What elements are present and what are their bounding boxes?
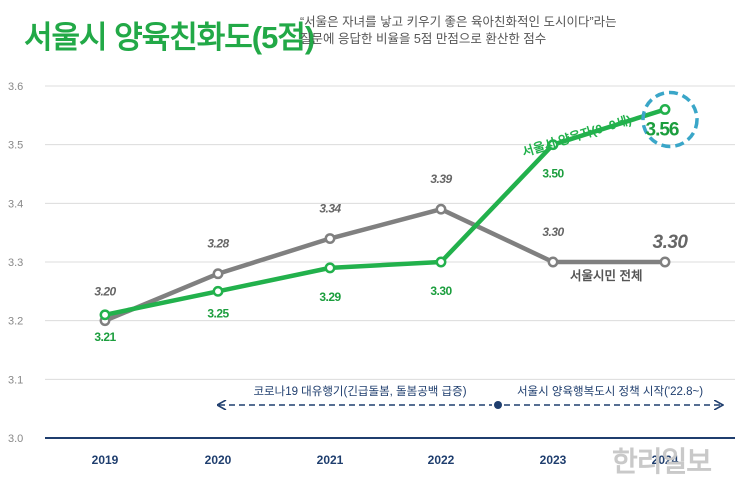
total-data-label: 3.30 xyxy=(653,232,689,253)
total-series-point xyxy=(547,256,559,268)
x-tick-label: 2023 xyxy=(540,453,567,467)
highlight-circle xyxy=(641,90,699,149)
parent-series-point xyxy=(324,262,336,274)
x-tick-label: 2019 xyxy=(92,453,119,467)
y-tick-label: 3.3 xyxy=(8,257,23,269)
x-tick-label: 2021 xyxy=(317,453,344,467)
parent-series-point xyxy=(435,256,447,268)
parent-data-label: 3.21 xyxy=(94,330,116,344)
chart-title: 서울시 양육친화도(5점) xyxy=(24,20,315,55)
chart-subtitle: “서울은 자녀를 낳고 키우기 좋은 육아친화적인 도시이다”라는 질문에 응답… xyxy=(300,14,617,48)
total-series-point xyxy=(659,256,671,268)
total-data-label: 3.39 xyxy=(430,172,452,186)
total-series-point xyxy=(212,268,224,280)
parent-series-line xyxy=(102,107,668,318)
parent-series-name: 서울시 양육자(0~9세) xyxy=(520,112,633,160)
total-data-label: 3.28 xyxy=(207,237,229,251)
total-data-label: 3.30 xyxy=(542,225,564,239)
total-series-name: 서울시민 전체 xyxy=(570,268,642,283)
x-tick-label: 2024 xyxy=(652,453,679,467)
policy-annotation: 서울시 양육행복도시 정책 시작('22.8~) xyxy=(517,384,703,398)
x-tick-label: 2022 xyxy=(428,453,455,467)
y-tick-label: 3.4 xyxy=(8,198,23,210)
subtitle-line-2: 질문에 응답한 비율을 5점 만점으로 환산한 점수 xyxy=(300,32,547,46)
parent-data-label: 3.29 xyxy=(319,290,341,304)
parent-data-label: 3.50 xyxy=(542,167,564,181)
total-data-label: 3.20 xyxy=(94,285,116,299)
period-divider-dot xyxy=(494,401,502,409)
y-tick-label: 3.6 xyxy=(8,81,23,93)
watermark-logo: 한리일보 xyxy=(612,446,712,477)
y-tick-label: 3.1 xyxy=(8,374,23,386)
y-tick-label: 3.5 xyxy=(8,140,23,152)
parent-data-label: 3.25 xyxy=(207,306,229,320)
x-tick-label: 2020 xyxy=(205,453,232,467)
covid-annotation: 코로나19 대유행기(긴급돌봄, 돌봄공백 급증) xyxy=(253,385,466,398)
y-tick-label: 3.2 xyxy=(8,316,23,328)
parent-series-point xyxy=(212,285,224,297)
parent-data-label: 3.56 xyxy=(646,119,679,140)
total-series-line xyxy=(102,206,668,323)
y-tick-label: 3.0 xyxy=(8,433,23,445)
parent-series-point xyxy=(99,309,111,321)
total-series-point xyxy=(435,203,447,215)
parent-data-label: 3.30 xyxy=(430,284,452,298)
parent-series-point xyxy=(547,139,559,151)
subtitle-line-1: “서울은 자녀를 낳고 키우기 좋은 육아친화적인 도시이다”라는 xyxy=(300,15,617,29)
parent-series-point xyxy=(659,104,671,115)
total-data-label: 3.34 xyxy=(319,202,341,216)
total-series-point xyxy=(324,233,336,244)
